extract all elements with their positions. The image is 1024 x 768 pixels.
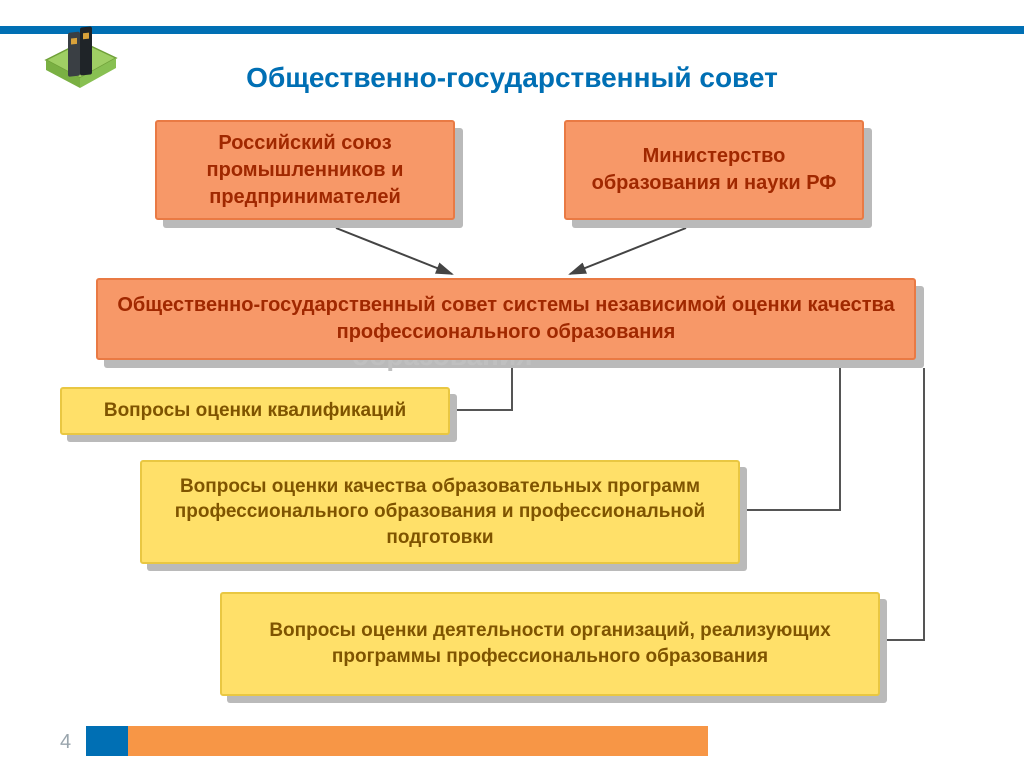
yellow1-box: Вопросы оценки квалификаций [60,387,450,435]
page-number: 4 [60,731,71,754]
top-accent-bar [0,26,1024,34]
yellow2-box: Вопросы оценки качества образовательных … [140,460,740,564]
slide-title: Общественно-государственный совет [0,62,1024,94]
yellow3-box: Вопросы оценки деятельности организаций,… [220,592,880,696]
top_left-box: Российский союз промышленников и предпри… [155,120,455,220]
footer-bar [86,726,708,756]
top_right-box: Министерство образования и науки РФ [564,120,864,220]
middle-box: Общественно-государственный совет систем… [96,278,916,360]
